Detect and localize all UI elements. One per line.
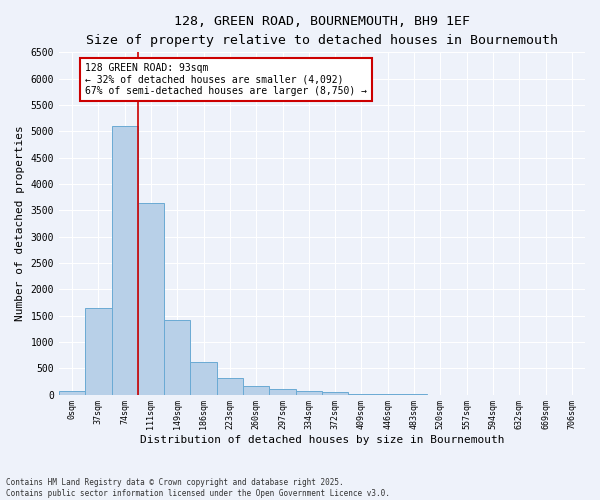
X-axis label: Distribution of detached houses by size in Bournemouth: Distribution of detached houses by size … [140, 435, 504, 445]
Bar [164, 320, 190, 394]
Bar [322, 392, 348, 394]
Bar [112, 126, 138, 394]
Bar [190, 362, 217, 394]
Bar [138, 204, 164, 394]
Text: Contains HM Land Registry data © Crown copyright and database right 2025.
Contai: Contains HM Land Registry data © Crown c… [6, 478, 390, 498]
Bar [243, 386, 269, 394]
Bar [85, 308, 112, 394]
Bar [269, 390, 296, 394]
Title: 128, GREEN ROAD, BOURNEMOUTH, BH9 1EF
Size of property relative to detached hous: 128, GREEN ROAD, BOURNEMOUTH, BH9 1EF Si… [86, 15, 558, 47]
Bar [59, 392, 85, 394]
Text: 128 GREEN ROAD: 93sqm
← 32% of detached houses are smaller (4,092)
67% of semi-d: 128 GREEN ROAD: 93sqm ← 32% of detached … [85, 63, 367, 96]
Bar [296, 390, 322, 394]
Y-axis label: Number of detached properties: Number of detached properties [15, 126, 25, 322]
Bar [217, 378, 243, 394]
